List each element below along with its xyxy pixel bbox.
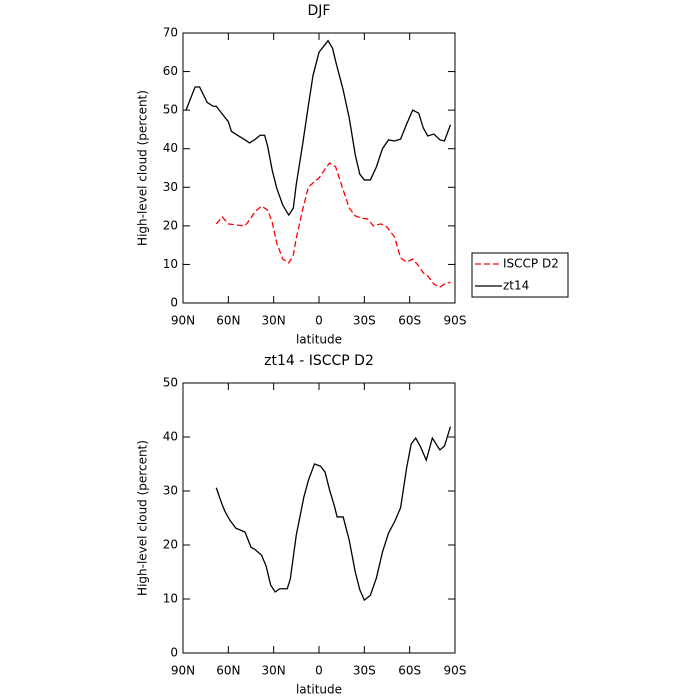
- y-tick-label: 50: [163, 103, 178, 117]
- y-axis-label: High-level cloud (percent): [136, 90, 150, 246]
- x-axis-label: latitude: [296, 333, 342, 347]
- y-axis-label: High-level cloud (percent): [136, 440, 150, 596]
- y-tick-label: 20: [163, 538, 178, 552]
- x-tick-label: 30S: [353, 664, 376, 678]
- y-tick-label: 70: [163, 26, 178, 40]
- x-tick-label: 0: [315, 314, 323, 328]
- x-axis-label: latitude: [296, 683, 342, 697]
- chart-title: zt14 - ISCCP D2: [264, 353, 374, 369]
- x-tick-label: 0: [315, 664, 323, 678]
- x-tick-label: 90S: [444, 664, 467, 678]
- x-tick-label: 90N: [171, 664, 195, 678]
- x-tick-label: 90S: [444, 314, 467, 328]
- y-tick-label: 20: [163, 218, 178, 232]
- data-line: [215, 426, 452, 602]
- y-tick-label: 40: [163, 141, 178, 155]
- y-tick-label: 10: [163, 592, 178, 606]
- legend-label: zt14: [503, 279, 529, 293]
- y-tick-label: 50: [163, 376, 178, 390]
- data-line: [215, 162, 451, 288]
- x-tick-label: 30N: [262, 664, 286, 678]
- y-tick-label: 10: [163, 257, 178, 271]
- plot-frame: [182, 382, 456, 654]
- x-tick-label: 60S: [398, 314, 421, 328]
- x-tick-label: 60S: [398, 664, 421, 678]
- x-tick-label: 60N: [216, 314, 240, 328]
- data-line: [185, 39, 452, 217]
- legend-box: [471, 252, 569, 298]
- x-tick-label: 30N: [262, 314, 286, 328]
- x-tick-label: 90N: [171, 314, 195, 328]
- y-tick-label: 60: [163, 64, 178, 78]
- y-tick-label: 30: [163, 180, 178, 194]
- legend-label: ISCCP D2: [503, 257, 559, 271]
- chart-title: DJF: [308, 3, 331, 19]
- y-tick-label: 30: [163, 484, 178, 498]
- y-tick-label: 40: [163, 430, 178, 444]
- x-tick-label: 30S: [353, 314, 376, 328]
- x-tick-label: 60N: [216, 664, 240, 678]
- plot-frame: [182, 32, 456, 304]
- y-tick-label: 0: [170, 296, 178, 310]
- y-tick-label: 0: [170, 646, 178, 660]
